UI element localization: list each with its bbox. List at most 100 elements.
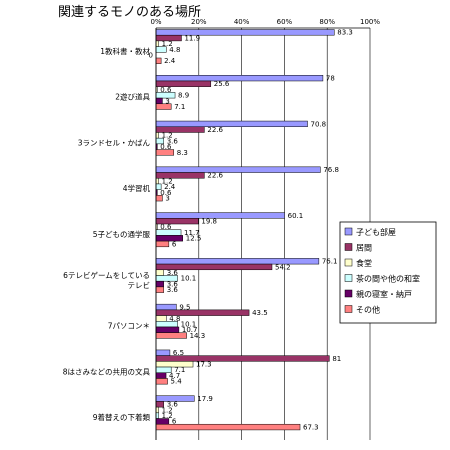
value-label: 43.5 (252, 309, 268, 317)
legend-swatch (344, 289, 353, 298)
category-labels: 1教科書・教材 2遊び道具 3ランドセル・かばん 4学習机 5子どもの通学服 6テレビゲー… (63, 46, 151, 422)
bar (155, 423, 301, 431)
category-label: 6テレビゲームをしているテレビ (63, 271, 150, 290)
value-label: 1.2 (162, 40, 173, 48)
value-labels: 83.311.91.24.802.47825.60.68.937.170.822… (149, 29, 353, 432)
legend-box (339, 221, 437, 324)
legend-label: その他 (356, 305, 380, 315)
value-label: 81 (332, 355, 341, 363)
legend-swatch (344, 227, 353, 236)
value-label: 1.2 (162, 177, 173, 185)
category-label: 7パソコン＊ (108, 322, 150, 331)
value-label: 67.3 (303, 423, 319, 431)
value-label: 19.8 (201, 218, 217, 226)
bar (155, 240, 170, 248)
category-label: 2遊び道具 (115, 92, 150, 102)
category-label: 4学習机 (123, 183, 151, 193)
legend-swatch (344, 274, 353, 282)
category-label-line: 9着替えの下着類 (93, 412, 151, 422)
category-label: 3ランドセル・かばん (78, 138, 151, 147)
value-label: 12.5 (186, 235, 202, 243)
value-label: 8.9 (178, 92, 189, 100)
value-label: 0.6 (160, 223, 172, 231)
value-label: 3.6 (167, 286, 179, 294)
value-label: 25.6 (214, 80, 230, 88)
bar (155, 303, 177, 311)
value-label: 11.9 (184, 34, 200, 42)
category-label-line: テレビ (128, 281, 151, 290)
value-label: 2.4 (164, 57, 176, 65)
legend-label: 子ども部屋 (356, 227, 396, 237)
bar (155, 349, 171, 356)
value-label: 10.1 (181, 320, 197, 328)
bar (155, 212, 285, 219)
value-label: 4.7 (169, 372, 180, 380)
value-label: 7.1 (174, 103, 185, 111)
legend-swatch (344, 243, 353, 251)
value-label: 70.8 (311, 120, 327, 128)
bars (155, 29, 335, 431)
value-label: 76.8 (323, 166, 339, 174)
chart-title: 関連するモノのある場所 (58, 5, 201, 20)
legend-swatch (344, 258, 353, 267)
category-label-line: 6テレビゲームをしている (63, 271, 150, 280)
value-label: 0.6 (160, 189, 172, 197)
bar (155, 29, 335, 36)
bar (155, 57, 162, 64)
bar (155, 166, 321, 173)
value-label: 78 (326, 74, 335, 82)
value-label: 14.3 (190, 332, 206, 340)
bar (155, 75, 324, 82)
value-label: 3 (165, 97, 169, 105)
value-label: 9.5 (179, 303, 190, 311)
category-label: 9着替えの下着類 (93, 412, 151, 422)
bar (155, 378, 168, 385)
value-label: 17.3 (196, 361, 212, 369)
legend-label: 親の寝室・納戸 (356, 289, 412, 299)
value-label: 4.8 (169, 315, 180, 323)
x-tick-label: 40% (234, 18, 250, 26)
category-label-line: 4学習机 (123, 183, 151, 193)
x-tick-label: 60% (277, 18, 293, 26)
category-label: 8はさみなどの共用の文具 (63, 366, 151, 376)
value-label: 22.6 (207, 126, 223, 134)
value-label: 3.6 (167, 137, 179, 145)
category-label: 5子どもの通学服 (93, 229, 151, 239)
category-label-line: 5子どもの通学服 (93, 229, 151, 239)
bar (155, 280, 164, 288)
value-label: 3.6 (167, 280, 179, 288)
value-label: 0 (149, 52, 153, 60)
value-label: 5.4 (171, 378, 183, 386)
value-label: 4.8 (169, 46, 180, 54)
bar (155, 326, 180, 333)
bar (155, 235, 183, 242)
value-label: 3.6 (167, 401, 179, 409)
bar (155, 315, 167, 322)
category-label-line: 8はさみなどの共用の文具 (63, 366, 151, 376)
bar (155, 372, 167, 379)
value-label: 7.1 (174, 366, 185, 374)
value-label: 6 (172, 240, 177, 248)
value-label: 3 (165, 195, 169, 203)
value-label: 6 (172, 418, 177, 426)
x-tick-label: 20% (191, 18, 207, 26)
value-label: 2.4 (164, 183, 176, 191)
category-label-line: 3ランドセル・かばん (78, 138, 151, 147)
value-label: 11.7 (184, 229, 200, 237)
bar (155, 269, 164, 276)
value-label: 8.3 (177, 149, 188, 157)
value-label: 22.6 (207, 172, 223, 180)
category-label-line: 2遊び道具 (115, 92, 150, 102)
value-label: 10.7 (182, 326, 198, 334)
bar (155, 286, 164, 293)
category-label-line: 7パソコン＊ (108, 322, 150, 331)
value-label: 6.5 (173, 349, 184, 357)
axes (155, 27, 370, 440)
bar (155, 258, 320, 265)
value-label: 60.1 (288, 212, 304, 220)
category-label-line: 1教科書・教材 (100, 46, 150, 56)
value-label: 1.2 (162, 406, 173, 414)
value-label: 83.3 (337, 29, 353, 37)
value-label: 76.1 (322, 258, 338, 266)
